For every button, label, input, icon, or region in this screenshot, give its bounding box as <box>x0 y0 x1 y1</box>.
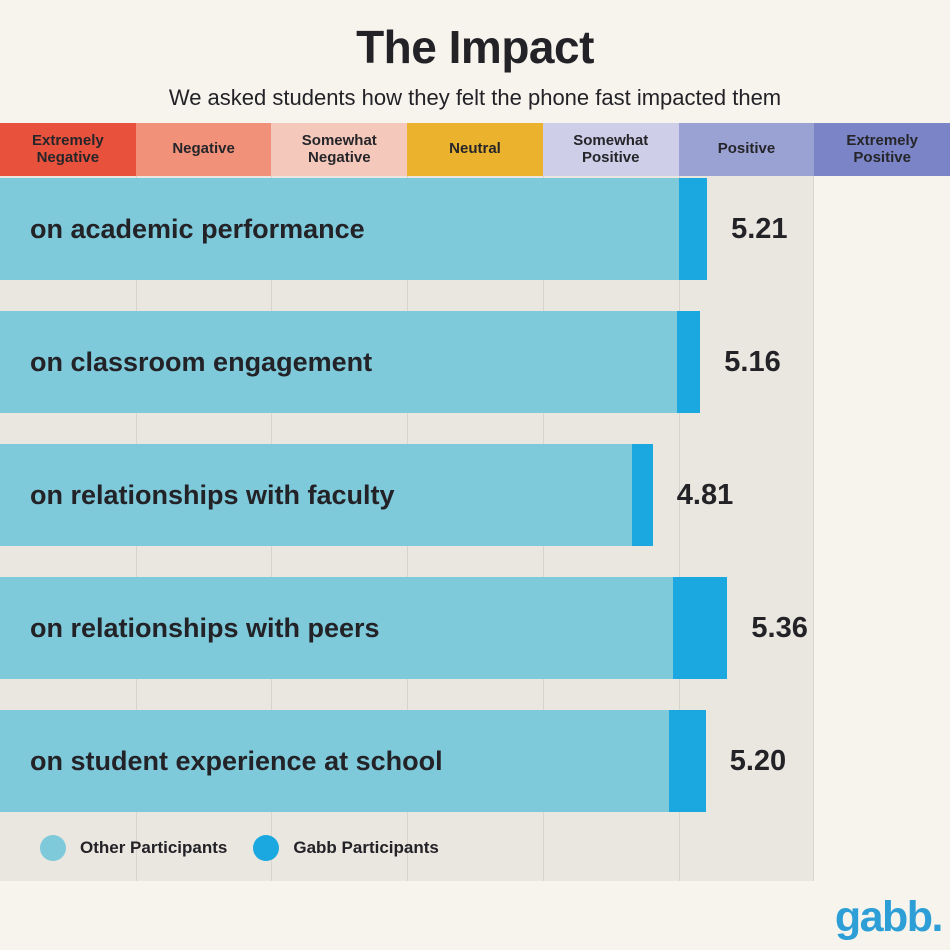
gabb-participants-swatch-icon <box>253 835 280 861</box>
bar-row: on relationships with faculty 4.81 <box>0 444 950 546</box>
page-subtitle: We asked students how they felt the phon… <box>168 85 782 110</box>
bar-row: on academic performance 5.21 <box>0 178 950 280</box>
scale-segment-negative: Negative <box>135 123 272 176</box>
likert-scale-band: Extremely Negative Negative Somewhat Neg… <box>0 123 950 176</box>
bar-other-participants <box>0 311 678 413</box>
bar-value-label: 5.20 <box>729 745 787 777</box>
bar-row: on classroom engagement 5.16 <box>0 311 950 413</box>
bar-gabb-participants <box>632 444 653 546</box>
scale-segment-positive: Positive <box>678 123 815 176</box>
scale-segment-extremely-positive: Extremely Positive <box>814 123 950 176</box>
bar-value-label: 4.81 <box>676 479 734 511</box>
scale-segment-somewhat-negative: Somewhat Negative <box>271 123 408 176</box>
legend-label: Other Participants <box>80 838 228 857</box>
bar-other-participants <box>0 444 633 546</box>
bar-category-label: on academic performance <box>30 213 365 244</box>
other-participants-swatch-icon <box>40 835 66 861</box>
scale-segment-neutral: Neutral <box>407 123 543 176</box>
bar-value-label: 5.36 <box>751 612 808 644</box>
scale-segment-label: Positive <box>717 140 776 158</box>
scale-segment-label: Somewhat Positive <box>573 131 649 166</box>
scale-segment-label: Neutral <box>449 140 501 158</box>
bar-category-label: on relationships with faculty <box>30 479 395 510</box>
bar-other-participants <box>0 178 679 280</box>
scale-segment-extremely-negative: Extremely Negative <box>0 123 136 176</box>
scale-segment-label: Negative <box>172 140 235 158</box>
bar-category-label: on classroom engagement <box>30 346 373 377</box>
bar-gabb-participants <box>673 577 728 679</box>
bar-value-label: 5.16 <box>724 346 781 378</box>
bar-gabb-participants <box>677 311 701 413</box>
plot-area: on academic performance 5.21 on classroo… <box>0 176 950 881</box>
gabb-logo: gabb. <box>834 893 944 941</box>
bar-row: on relationships with peers 5.36 <box>0 577 950 679</box>
bar-gabb-participants <box>669 710 706 812</box>
bar-gabb-participants <box>678 178 708 280</box>
bar-category-label: on student experience at school <box>30 745 443 776</box>
legend-item-gabb-participants: Gabb Participants <box>253 835 439 861</box>
page-title: The Impact <box>356 21 594 73</box>
bar-value-label: 5.21 <box>731 213 788 245</box>
bar-row: on student experience at school 5.20 <box>0 710 950 812</box>
scale-segment-somewhat-positive: Somewhat Positive <box>542 123 679 176</box>
scale-segment-label: Extremely Positive <box>846 131 919 166</box>
bar-other-participants <box>0 577 674 679</box>
scale-segment-label: Somewhat Negative <box>301 131 377 166</box>
bar-other-participants <box>0 710 670 812</box>
bar-category-label: on relationships with peers <box>30 612 380 643</box>
legend-item-other-participants: Other Participants <box>40 835 227 861</box>
gridline <box>678 176 680 881</box>
legend-label: Gabb Participants <box>293 838 439 857</box>
legend: Other Participants Gabb Participants <box>40 828 439 868</box>
scale-segment-label: Extremely Negative <box>32 131 104 166</box>
